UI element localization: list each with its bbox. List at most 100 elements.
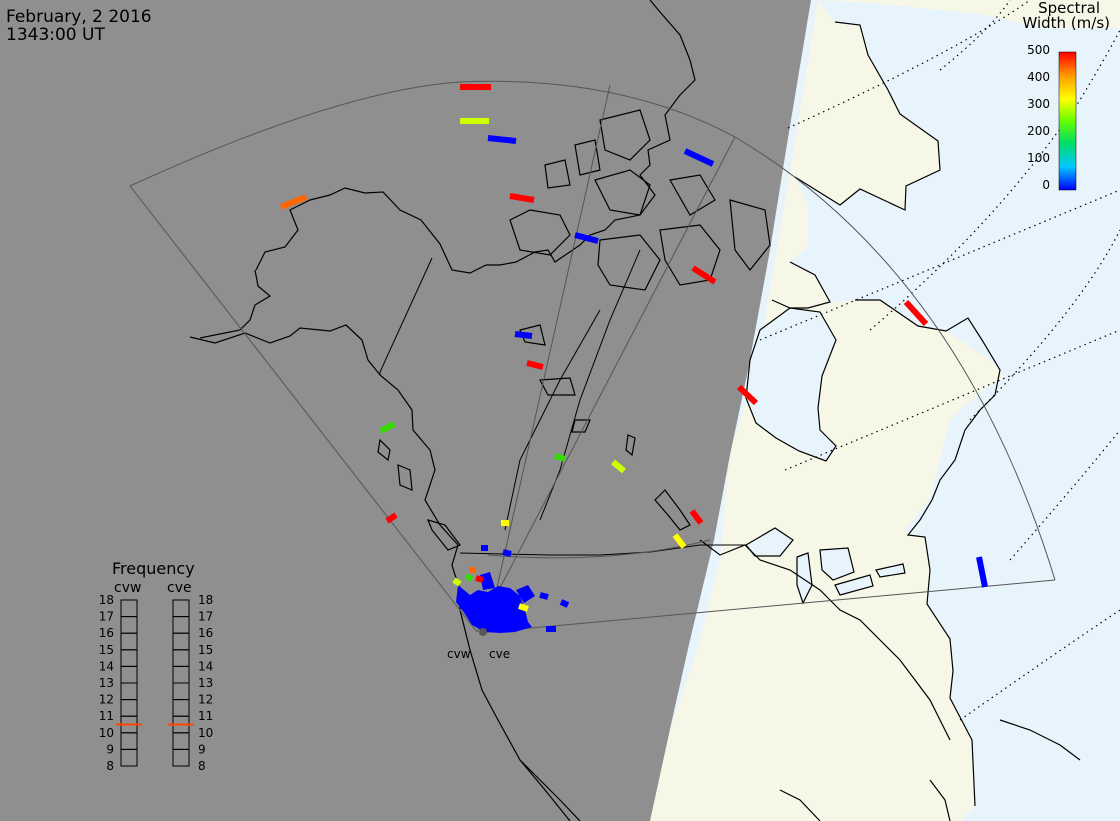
echo-21 bbox=[502, 549, 512, 557]
frequency-tick-left: 15 bbox=[99, 643, 114, 657]
echo-2 bbox=[487, 135, 517, 144]
border-us-canada bbox=[459, 544, 745, 556]
echo-cluster bbox=[456, 572, 535, 633]
coast-cuba bbox=[999, 719, 1081, 761]
border-provinces bbox=[379, 249, 641, 531]
grid-circle-4 bbox=[969, 229, 1120, 421]
frequency-label-cvw: cvw bbox=[114, 580, 141, 596]
coast-labrador bbox=[855, 299, 1001, 501]
title-date: February, 2 2016 bbox=[6, 7, 152, 27]
coast-mexico bbox=[519, 759, 581, 821]
echo-4 bbox=[279, 194, 308, 210]
frequency-box-cve bbox=[172, 748, 190, 767]
frequency-tick-left: 13 bbox=[99, 676, 114, 690]
echo-layer bbox=[279, 84, 988, 632]
echo-18 bbox=[672, 533, 687, 549]
radar-site-marker bbox=[479, 628, 487, 636]
frequency-tick-right: 8 bbox=[198, 759, 206, 773]
frequency-tick-left: 10 bbox=[99, 726, 114, 740]
frequency-tick-left: 18 bbox=[99, 593, 114, 607]
legend-title-line1: Spectral bbox=[1038, 0, 1100, 17]
title-block: February, 2 2016 1343:00 UT bbox=[6, 7, 152, 45]
frequency-tick-right: 13 bbox=[198, 676, 213, 690]
fov-outlines bbox=[129, 80, 1056, 633]
frequency-tick-right: 17 bbox=[198, 610, 213, 624]
echo-15 bbox=[385, 512, 398, 524]
frequency-tick-right: 9 bbox=[198, 742, 206, 756]
frequency-tick-right: 15 bbox=[198, 643, 213, 657]
fov-cve-left bbox=[486, 84, 611, 633]
lake-erie bbox=[835, 575, 873, 595]
grid-circle-6 bbox=[959, 609, 1120, 721]
radar-sites: cvw cve bbox=[447, 628, 510, 661]
frequency-tick-right: 14 bbox=[198, 659, 213, 673]
coast-florida bbox=[929, 779, 951, 821]
echo-cluster-main bbox=[456, 585, 532, 633]
frequency-tick-right: 12 bbox=[198, 693, 213, 707]
hudson-bay bbox=[746, 308, 836, 461]
title-time: 1343:00 UT bbox=[6, 25, 105, 45]
frequency-tick-left: 16 bbox=[99, 626, 114, 640]
echo-6 bbox=[574, 232, 599, 244]
coast-east-us bbox=[699, 539, 951, 741]
echo-11 bbox=[736, 384, 759, 406]
frequency-tick-right: 10 bbox=[198, 726, 213, 740]
spectral-width-legend: Spectral Width (m/s) 500 400 300 200 100… bbox=[1022, 0, 1110, 192]
echo-23 bbox=[475, 575, 484, 583]
radar-label-cvw: cvw bbox=[447, 647, 471, 661]
legend-title-line2: Width (m/s) bbox=[1022, 14, 1110, 32]
echo-14 bbox=[611, 459, 626, 474]
coast-greenland bbox=[794, 21, 941, 211]
echo-25 bbox=[452, 577, 462, 587]
frequency-tick-left: 14 bbox=[99, 659, 114, 673]
grid-meridian-2 bbox=[759, 189, 1120, 341]
legend-tick-100: 100 bbox=[1027, 151, 1050, 165]
frequency-box-cvw bbox=[120, 748, 138, 767]
frequency-tick-left: 11 bbox=[99, 709, 114, 723]
legend-colorbar bbox=[1058, 51, 1077, 191]
echo-9 bbox=[514, 331, 533, 339]
coast-lakes bbox=[745, 527, 906, 605]
fov-cvw-left bbox=[129, 185, 478, 633]
echo-28 bbox=[559, 599, 570, 608]
fov-cve-bottom bbox=[486, 579, 1056, 633]
grid-circle-3 bbox=[869, 29, 1120, 331]
coast-vancouver bbox=[377, 438, 461, 551]
legend-tick-200: 200 bbox=[1027, 124, 1050, 138]
echo-3 bbox=[683, 148, 715, 167]
lake-huron bbox=[820, 548, 854, 580]
frequency-tick-left: 9 bbox=[106, 742, 114, 756]
frequency-tick-right: 18 bbox=[198, 593, 213, 607]
coast-hudson bbox=[745, 307, 837, 462]
legend-tick-400: 400 bbox=[1027, 70, 1050, 84]
grid-lines bbox=[759, 0, 1120, 721]
coast-alaska bbox=[189, 324, 571, 821]
echo-cluster-spur bbox=[516, 585, 535, 603]
frequency-title: Frequency bbox=[112, 559, 195, 578]
border-alaska-canada bbox=[379, 257, 433, 373]
echo-26 bbox=[518, 603, 529, 612]
coast-winnipeg bbox=[625, 434, 691, 531]
echo-10 bbox=[526, 360, 544, 370]
echo-7 bbox=[691, 265, 717, 285]
frequency-tick-right: 16 bbox=[198, 626, 213, 640]
fov-cve-outer bbox=[734, 136, 1056, 581]
frequency-ticks: 18 18 17 17 16 16 15 15 14 14 13 13 12 12 11 11 10 10 9 9 8 8 bbox=[99, 593, 214, 773]
coast-west-north bbox=[199, 269, 272, 339]
frequency-panel: Frequency cvw cve 18 18 17 17 16 16 15 15 14 14 13… bbox=[99, 559, 214, 773]
fov-cvw-right bbox=[476, 136, 736, 633]
frequency-tick-left: 12 bbox=[99, 693, 114, 707]
borders bbox=[379, 249, 745, 556]
frequency-label-cve: cve bbox=[167, 580, 192, 596]
grid-circle-2 bbox=[939, 0, 1011, 71]
legend-tick-300: 300 bbox=[1027, 97, 1050, 111]
frequency-tick-left: 17 bbox=[99, 610, 114, 624]
lake-michigan bbox=[797, 553, 812, 603]
grid-meridian-1 bbox=[784, 329, 1120, 471]
coast-baffin bbox=[771, 261, 831, 309]
legend-tick-500: 500 bbox=[1027, 43, 1050, 57]
fov-cvw-outer bbox=[129, 80, 736, 187]
echo-16 bbox=[689, 509, 704, 525]
radar-label-cve: cve bbox=[489, 647, 510, 661]
